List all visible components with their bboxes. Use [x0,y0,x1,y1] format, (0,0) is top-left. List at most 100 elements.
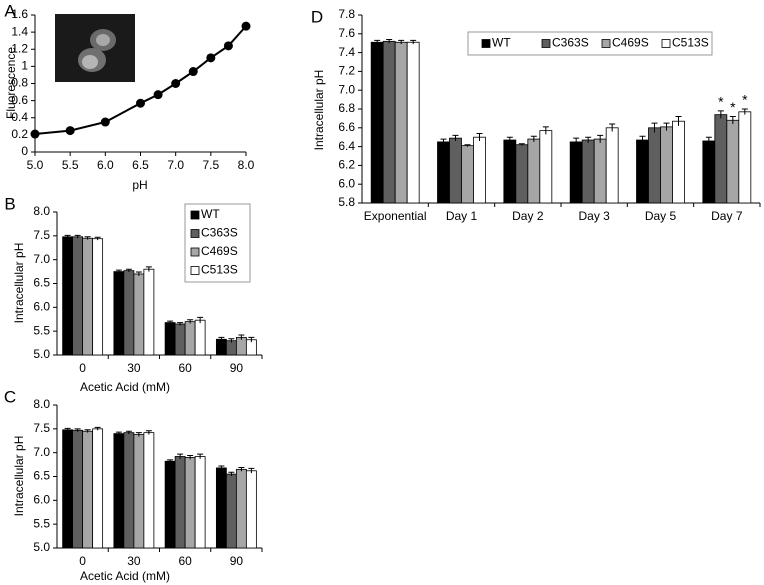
bar [726,119,740,204]
marker [206,53,216,63]
bar [503,139,517,204]
y-tick-label: 5.0 [33,540,50,554]
error-bar [398,39,405,45]
y-tick-label: 0 [21,144,28,158]
bar [738,111,752,204]
bar [473,136,486,204]
y-tick-label: 7.5 [33,421,50,435]
x-tick-label: 90 [230,554,244,568]
error-bar [440,138,447,145]
error-bar [228,338,235,343]
y-axis-label: Intracellular pH [12,436,26,517]
error-bar [197,316,204,324]
error-bar [84,429,91,433]
y-axis-label: Intracellular pH [312,70,326,151]
error-bar [248,467,255,474]
y-tick-label: 7.6 [338,26,355,40]
bar [370,41,384,204]
x-tick-label: 6.0 [97,158,114,172]
bar [593,138,607,204]
x-tick-label: 5.5 [62,158,79,172]
bar [184,321,196,356]
marker [188,67,198,77]
annotation: * [742,92,748,108]
error-bar [651,122,658,133]
error-bar [167,320,174,325]
error-bar [717,110,724,119]
y-tick-label: 6.0 [338,176,355,190]
bar [245,470,257,549]
legend-label: C513S [672,36,709,50]
bar [174,323,186,356]
bar [92,428,104,549]
bar [539,130,553,204]
error-bar [476,132,483,141]
bar [164,322,176,356]
y-tick-label: 8.0 [33,204,50,218]
annotation: * [718,94,724,110]
bar [164,460,176,549]
error-bar [464,144,471,147]
bar [605,127,619,204]
error-bar [597,134,604,143]
y-tick-label: 5.0 [33,347,50,361]
error-bar [125,430,132,435]
error-bar [542,126,549,135]
y-tick-label: 7.8 [338,7,355,21]
error-bar [585,136,592,143]
error-bar [218,465,225,470]
x-tick-label: 60 [178,554,192,568]
y-tick-label: 8.0 [33,397,50,411]
bar [133,434,145,549]
bar [62,429,74,549]
y-tick-label: 6.0 [33,300,50,314]
marker [223,41,233,51]
bar [437,141,450,204]
legend-label: C363S [201,226,238,240]
y-tick-label: 6.4 [338,139,355,153]
bar [143,432,155,549]
legend: WT C363S C469S C513S [467,31,713,56]
panel-letter: A [4,1,16,20]
error-bar [228,471,235,477]
y-tick-label: 7.0 [33,445,50,459]
error-bar [187,455,194,460]
bar [660,126,673,204]
error-bar [94,426,101,431]
bar [123,432,135,549]
bar [672,120,685,204]
legend-swatch [661,39,671,48]
error-bar [238,334,245,340]
y-tick-label: 6.0 [33,493,50,507]
marker [30,129,40,139]
x-tick-label: 6.5 [132,158,149,172]
panel-letter: C [4,387,16,406]
bar [194,456,206,549]
y-tick-label: 7.5 [33,228,50,242]
error-bar [167,459,174,463]
bar [133,273,145,356]
bar [382,40,396,204]
y-tick-label: 6.5 [33,276,50,290]
bar [62,236,74,356]
error-bar [145,266,152,272]
bar [225,473,237,549]
y-tick-label: 0.8 [11,76,28,90]
error-bar [573,137,580,146]
error-bar [177,453,184,459]
line [34,25,247,136]
error-bar [115,431,122,436]
error-bar [386,38,393,44]
y-tick-label: 7.4 [338,45,355,59]
bar [72,429,84,549]
x-tick-label: 90 [230,361,244,375]
y-tick-label: 0.6 [11,93,28,107]
error-bar [84,236,91,240]
y-tick-label: 5.8 [338,195,355,209]
bar [449,137,462,204]
y-tick-label: 0.4 [11,110,28,124]
bar [174,456,186,549]
x-axis-label: pH [132,178,147,192]
bar [714,114,728,204]
